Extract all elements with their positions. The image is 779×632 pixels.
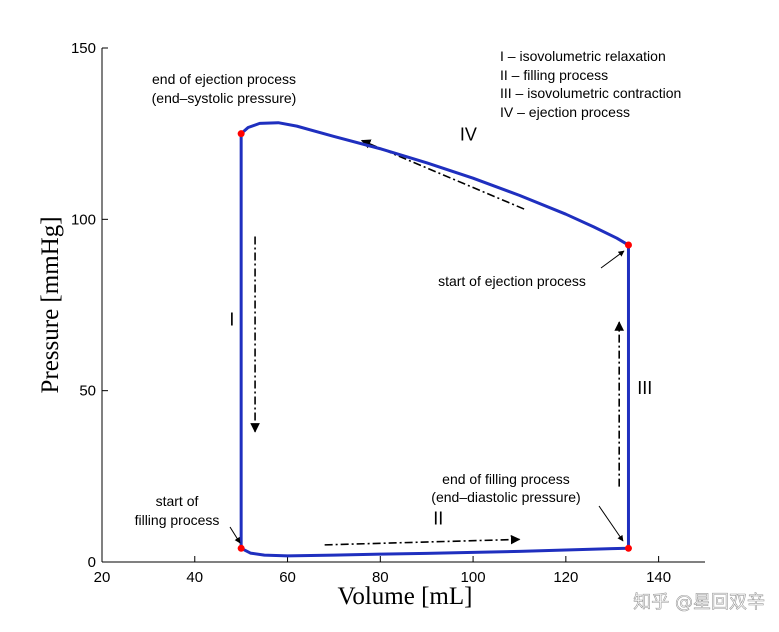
y-tick-label: 100 <box>71 211 96 228</box>
phase-label: IV <box>460 125 477 145</box>
state-marker <box>624 241 632 249</box>
series-layer <box>239 121 630 558</box>
annotation-start-filling-line-2: filling process <box>135 512 220 528</box>
y-tick-label: 50 <box>79 383 96 400</box>
x-tick-label: 60 <box>279 569 296 586</box>
legend-item-1: I – isovolumetric relaxation <box>500 48 666 64</box>
state-marker <box>237 544 245 552</box>
annotation-end-filling-line-2: (end–diastolic pressure) <box>431 489 580 505</box>
x-tick-label: 100 <box>461 569 486 586</box>
annotation-end-ejection-line-1: end of ejection process <box>152 71 296 87</box>
state-marker <box>237 130 245 138</box>
annotation-end-ejection: end of ejection process (end–systolic pr… <box>152 71 297 106</box>
legend: I – isovolumetric relaxation II – fillin… <box>500 48 681 120</box>
phase-label: III <box>637 378 652 398</box>
x-tick-label: 80 <box>372 569 389 586</box>
y-axis-ticks: 0 50 100 150 <box>71 40 108 571</box>
phase-label: II <box>433 508 443 528</box>
annotation-start-filling-arrow <box>229 526 241 544</box>
legend-item-3: III – isovolumetric contraction <box>500 85 681 101</box>
annotation-end-filling-arrow <box>598 505 624 542</box>
y-axis-title: Pressure [mmHg] <box>37 216 64 393</box>
x-tick-label: 20 <box>94 569 111 586</box>
pv-loop-line <box>239 121 630 558</box>
annotation-end-filling: end of filling process (end–diastolic pr… <box>431 471 624 542</box>
x-tick-label: 120 <box>553 569 578 586</box>
y-tick-label: 150 <box>71 40 96 57</box>
y-tick-label: 0 <box>88 554 96 571</box>
x-axis-ticks: 20 40 60 80 100 120 140 <box>94 556 671 586</box>
annotation-start-filling: start of filling process <box>135 493 241 544</box>
annotation-start-ejection: start of ejection process <box>438 250 625 289</box>
direction-arrow <box>324 534 521 546</box>
x-tick-label: 140 <box>646 569 671 586</box>
legend-item-2: II – filling process <box>500 67 608 83</box>
annotation-start-filling-line-1: start of <box>156 493 199 509</box>
annotation-start-ejection-arrow <box>600 250 625 269</box>
annotation-end-ejection-line-2: (end–systolic pressure) <box>152 90 297 106</box>
marker-layer <box>237 130 632 552</box>
plot-frame <box>101 48 705 563</box>
state-marker <box>624 544 632 552</box>
annotation-end-filling-line-1: end of filling process <box>442 471 570 487</box>
annotation-start-ejection-text: start of ejection process <box>438 273 586 289</box>
x-axis-title: Volume [mL] <box>338 583 473 610</box>
phase-label: I <box>229 310 234 330</box>
legend-item-4: IV – ejection process <box>500 104 630 120</box>
x-tick-label: 40 <box>186 569 203 586</box>
watermark: 知乎 @星回双辛 <box>633 592 765 613</box>
